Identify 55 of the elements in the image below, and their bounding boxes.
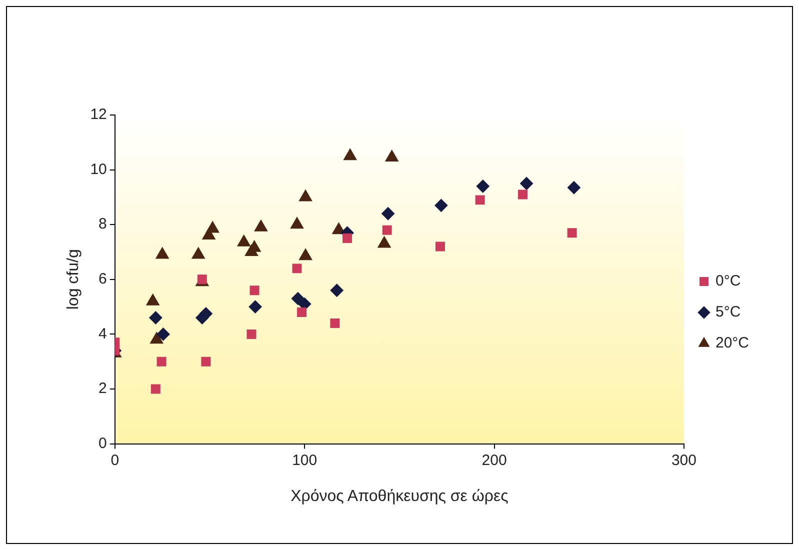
point — [378, 236, 391, 248]
y-tick-label: 0 — [98, 434, 107, 452]
point — [156, 328, 170, 341]
y-axis-title: log cfu/g — [65, 249, 82, 310]
y-tick-label: 12 — [90, 106, 107, 124]
point — [298, 248, 312, 260]
point — [518, 190, 528, 200]
legend-label: 20°C — [715, 334, 750, 352]
point — [296, 308, 306, 318]
point — [150, 384, 160, 394]
x-tick-label: 200 — [482, 452, 507, 469]
x-tick-label: 300 — [671, 452, 696, 469]
point — [150, 332, 164, 344]
point — [567, 228, 577, 238]
point — [146, 294, 160, 306]
point — [206, 221, 220, 233]
point — [292, 264, 302, 274]
point — [342, 234, 352, 244]
point — [344, 148, 357, 160]
y-tick-label: 10 — [90, 160, 107, 178]
x-tick-label: 100 — [292, 452, 318, 469]
point — [298, 298, 312, 311]
point — [298, 190, 312, 202]
y-tick-label: 6 — [98, 270, 107, 288]
point — [237, 234, 250, 246]
x-tick-label: 0 — [110, 452, 120, 469]
x-axis-title: Χρόνος Αποθήκευσης σε ώρες — [290, 488, 509, 505]
y-tick-label: 4 — [98, 325, 107, 342]
point — [199, 307, 212, 320]
point — [201, 356, 211, 366]
point — [382, 225, 392, 235]
point — [382, 207, 395, 220]
y-tick-label: 8 — [98, 216, 107, 233]
point — [250, 286, 260, 296]
point — [435, 242, 445, 252]
y-tick-label: 2 — [98, 380, 107, 398]
point — [149, 311, 162, 324]
point — [192, 247, 205, 259]
point — [248, 300, 262, 314]
point — [246, 329, 256, 339]
point — [156, 247, 169, 259]
point — [290, 217, 304, 229]
point — [434, 198, 448, 212]
point — [330, 318, 340, 328]
point — [476, 180, 490, 193]
point — [291, 292, 304, 306]
point — [156, 356, 166, 366]
point — [475, 195, 485, 205]
point — [567, 181, 580, 194]
legend-label: 0°C — [715, 272, 741, 290]
point — [520, 177, 534, 190]
point — [385, 150, 398, 162]
point — [254, 220, 268, 232]
legend-label: 5°C — [715, 304, 741, 321]
point — [330, 284, 344, 297]
